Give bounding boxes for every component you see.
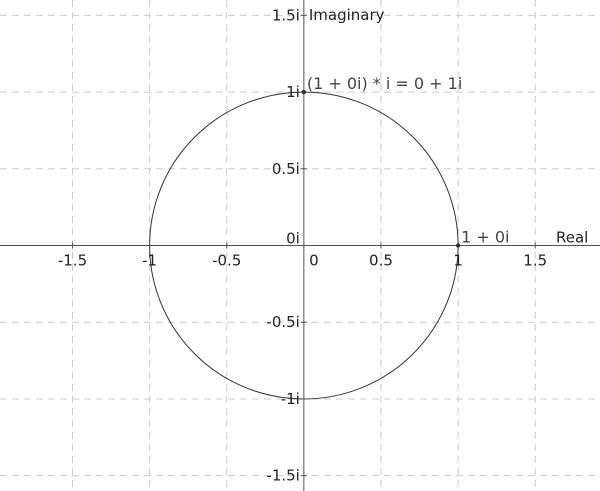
point-marker xyxy=(455,243,461,248)
point-layer: 1 + 0i (1 + 0i) * i = 0 + 1i xyxy=(301,74,509,248)
x-axis-label: Real xyxy=(556,229,588,247)
y-tick-label: 0.5i xyxy=(272,160,300,178)
point-label: 1 + 0i xyxy=(461,228,509,247)
point-label: (1 + 0i) * i = 0 + 1i xyxy=(307,74,462,93)
y-tick-labels: 1.5i 1i 0.5i 0i -0.5i -1i -1.5i xyxy=(266,6,307,485)
point-marker xyxy=(301,89,307,95)
y-tick-label: -1.5i xyxy=(266,467,299,485)
y-tick-label: -1i xyxy=(281,390,300,408)
y-axis-label: Imaginary xyxy=(309,6,385,24)
y-tick-label: 1i xyxy=(286,83,300,101)
y-tick-label: 1.5i xyxy=(272,6,300,24)
x-tick-label: 1.5 xyxy=(523,252,547,270)
x-tick-label: -0.5 xyxy=(212,252,241,270)
y-tick-label: 0i xyxy=(286,230,300,248)
x-tick-label: -1.5 xyxy=(58,252,87,270)
x-tick-label: 0 xyxy=(309,252,319,270)
x-tick-label: -1 xyxy=(142,252,157,270)
x-tick-label: 1 xyxy=(453,252,463,270)
x-tick-label: 0.5 xyxy=(369,252,393,270)
x-tick-labels: -1.5 -1 -0.5 0 0.5 1 1.5 xyxy=(58,242,547,270)
y-tick-label: -0.5i xyxy=(266,313,299,331)
